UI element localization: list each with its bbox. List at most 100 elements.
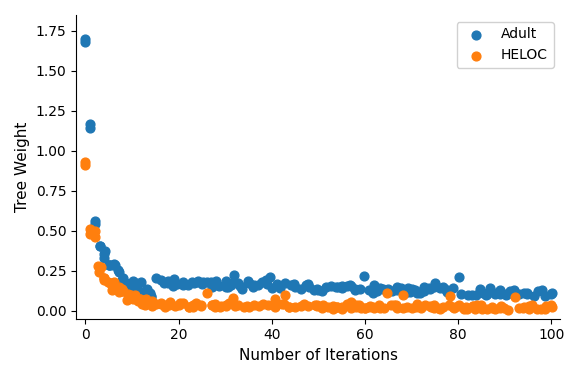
Adult	[110, 262, 119, 268]
Adult	[506, 290, 515, 296]
Adult	[173, 281, 182, 287]
HELOC	[110, 279, 119, 285]
HELOC	[433, 305, 443, 311]
Adult	[546, 291, 555, 297]
Adult	[119, 274, 128, 280]
HELOC	[547, 304, 556, 310]
HELOC	[245, 304, 254, 310]
HELOC	[387, 302, 396, 308]
HELOC	[389, 302, 398, 308]
HELOC	[140, 302, 149, 308]
Adult	[286, 282, 295, 288]
Adult	[356, 287, 365, 293]
Adult	[514, 291, 524, 297]
Adult	[495, 291, 505, 297]
HELOC	[164, 302, 173, 308]
Adult	[132, 285, 142, 291]
Adult	[90, 218, 99, 224]
Adult	[364, 287, 374, 293]
HELOC	[284, 304, 293, 310]
HELOC	[527, 302, 536, 308]
HELOC	[346, 299, 356, 305]
HELOC	[459, 307, 468, 313]
HELOC	[156, 301, 165, 307]
Adult	[157, 277, 166, 283]
Adult	[383, 285, 393, 291]
Adult	[244, 279, 253, 285]
HELOC	[524, 306, 534, 312]
HELOC	[191, 300, 201, 306]
Adult	[304, 284, 313, 290]
Adult	[438, 284, 448, 290]
HELOC	[285, 304, 294, 310]
Adult	[198, 279, 208, 285]
HELOC	[90, 234, 99, 240]
HELOC	[216, 303, 226, 309]
HELOC	[519, 305, 528, 311]
HELOC	[356, 305, 365, 311]
Adult	[253, 282, 263, 288]
Adult	[136, 279, 146, 285]
HELOC	[469, 303, 478, 309]
HELOC	[425, 303, 434, 309]
HELOC	[499, 305, 509, 311]
HELOC	[542, 303, 551, 309]
Adult	[178, 279, 187, 285]
Adult	[419, 284, 429, 290]
HELOC	[240, 304, 249, 310]
Adult	[520, 290, 529, 296]
Adult	[249, 284, 258, 290]
Adult	[224, 284, 233, 290]
HELOC	[310, 302, 319, 308]
HELOC	[122, 297, 132, 303]
Adult	[208, 284, 217, 290]
HELOC	[450, 305, 459, 311]
HELOC	[242, 303, 252, 309]
Adult	[310, 287, 319, 293]
Adult	[226, 282, 235, 288]
HELOC	[360, 305, 369, 311]
HELOC	[342, 301, 351, 307]
Adult	[393, 284, 402, 290]
Adult	[347, 283, 356, 289]
HELOC	[448, 304, 458, 310]
Adult	[104, 262, 113, 268]
Adult	[425, 285, 434, 291]
Adult	[441, 286, 450, 292]
HELOC	[333, 304, 342, 310]
HELOC	[290, 304, 299, 310]
HELOC	[136, 296, 145, 302]
HELOC	[175, 300, 184, 306]
Adult	[378, 286, 387, 292]
HELOC	[546, 302, 556, 308]
HELOC	[263, 302, 272, 308]
HELOC	[230, 303, 240, 309]
HELOC	[392, 302, 401, 308]
Adult	[369, 290, 378, 296]
HELOC	[128, 296, 137, 302]
HELOC	[338, 305, 347, 311]
HELOC	[135, 296, 144, 302]
HELOC	[254, 303, 263, 309]
HELOC	[81, 162, 90, 168]
HELOC	[454, 302, 463, 308]
HELOC	[96, 264, 106, 270]
Adult	[548, 290, 557, 296]
HELOC	[392, 305, 401, 311]
HELOC	[233, 302, 242, 308]
HELOC	[483, 306, 492, 312]
Adult	[398, 288, 408, 294]
Adult	[189, 280, 198, 286]
Adult	[506, 288, 515, 294]
HELOC	[270, 304, 280, 310]
Adult	[360, 273, 369, 279]
HELOC	[490, 306, 499, 312]
HELOC	[184, 304, 194, 310]
Adult	[530, 293, 539, 299]
HELOC	[188, 302, 197, 308]
Adult	[387, 288, 396, 294]
HELOC	[413, 301, 422, 307]
Adult	[291, 284, 300, 290]
HELOC	[369, 305, 379, 311]
Adult	[481, 292, 491, 298]
